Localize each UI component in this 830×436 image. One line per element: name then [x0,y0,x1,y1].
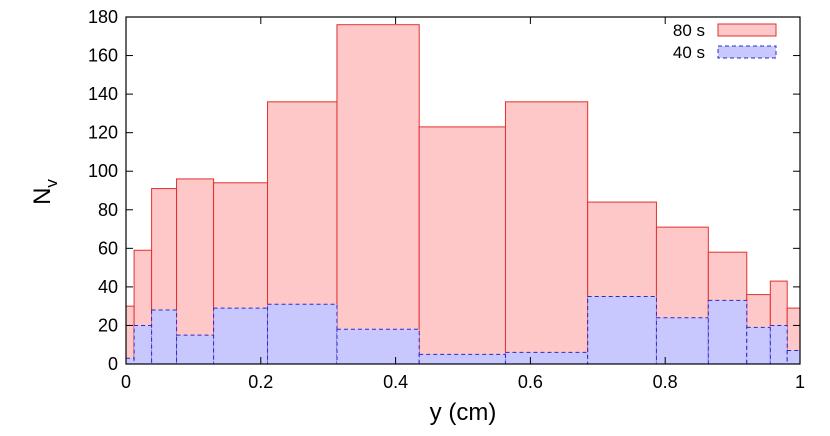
y-axis-label-main: N [29,188,56,205]
x-tick-label-2: 0.4 [383,372,408,392]
bar-series-1-bin-12 [746,326,771,365]
legend-label-1: 40 s [673,43,705,62]
y-tick-label-9: 180 [88,7,118,27]
x-tick-label-4: 0.8 [653,372,678,392]
bar-series-1-bin-6 [336,328,420,365]
bar-series-1-bin-13 [769,324,788,365]
x-tick-label-3: 0.6 [518,372,543,392]
bar-series-1-bin-0 [125,357,135,365]
bar-series-0-bin-7 [418,126,506,365]
bar-series-0-bin-8 [504,101,589,365]
y-tick-label-3: 60 [98,238,118,258]
x-axis-label: y (cm) [430,399,497,426]
bar-series-1-bin-3 [176,334,215,365]
bar-series-1-bin-10 [655,317,709,365]
legend: 80 s 40 s [673,21,777,62]
axis-ticks: 0 0.2 0.4 0.6 0.8 1 0 20 40 60 80 100 120 140 160 180 [88,7,805,392]
bar-series-1-bin-8 [504,351,589,365]
bar-series-0-bin-0 [125,305,135,365]
histogram-bars [125,24,801,365]
series-1 [125,296,801,365]
bar-series-1-bin-4 [213,307,269,365]
y-tick-label-8: 160 [88,46,118,66]
y-tick-label-5: 100 [88,161,118,181]
legend-swatch-1 [717,45,777,59]
y-tick-label-6: 120 [88,123,118,143]
bar-series-1-bin-14 [786,350,801,365]
bar-series-1-bin-11 [707,299,748,365]
bar-series-1-bin-5 [267,303,338,365]
y-tick-label-0: 0 [108,354,118,374]
bar-series-1-bin-7 [418,353,506,365]
y-tick-label-2: 40 [98,277,118,297]
y-tick-label-4: 80 [98,200,118,220]
y-tick-label-1: 20 [98,315,118,335]
legend-swatch-0 [717,23,777,37]
y-tick-label-7: 140 [88,84,118,104]
x-tick-label-5: 1 [795,372,805,392]
x-tick-label-0: 0 [121,372,131,392]
y-axis-label: Nv [29,179,61,205]
bar-series-1-bin-1 [133,324,153,365]
plot-frame [125,16,801,365]
bar-series-1-bin-2 [151,309,178,365]
bar-series-0-bin-6 [336,24,420,365]
legend-label-0: 80 s [673,21,705,40]
bar-series-1-bin-9 [587,296,657,365]
y-axis-label-subscript: v [42,179,61,188]
x-tick-label-1: 0.2 [248,372,273,392]
